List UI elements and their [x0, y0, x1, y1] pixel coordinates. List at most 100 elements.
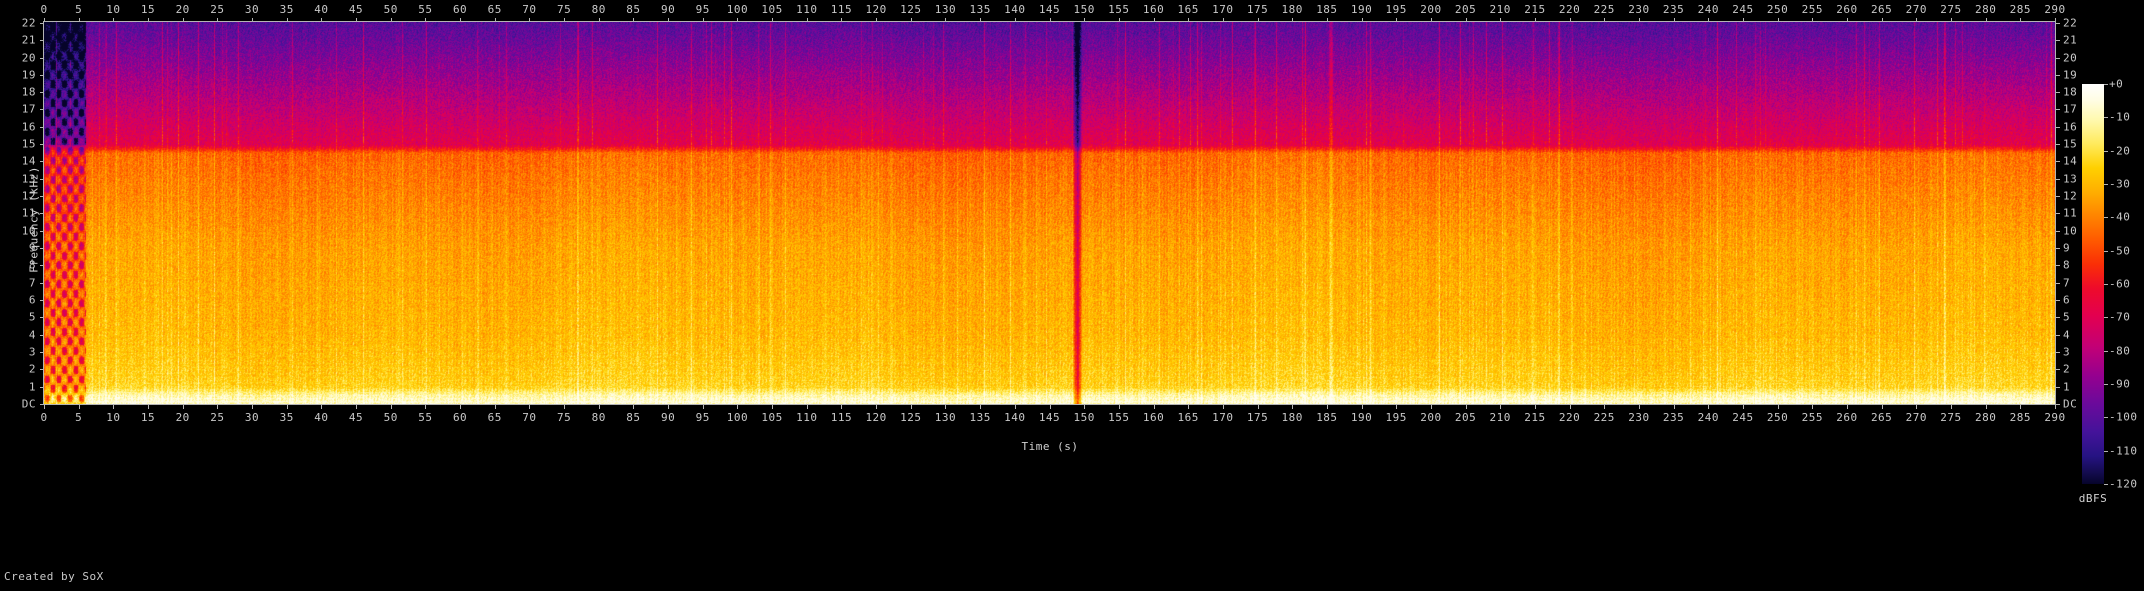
x-tick-label: 240 [1697, 3, 1719, 16]
x-tick [841, 405, 843, 409]
footer-credit: Created by SoX [4, 570, 104, 583]
x-tick [113, 405, 115, 409]
y-tick-label: 8 [2063, 258, 2071, 272]
x-tick-label: 215 [1524, 3, 1546, 16]
x-tick [668, 18, 670, 22]
x-tick [737, 18, 739, 22]
x-tick-label: 125 [900, 411, 922, 424]
x-tick [1153, 405, 1155, 409]
colorbar-tick-label: -20 [2109, 144, 2131, 158]
x-tick-label: 270 [1905, 3, 1927, 16]
x-tick [217, 405, 219, 409]
x-tick [1500, 405, 1502, 409]
y-tick [2056, 92, 2060, 94]
x-tick [910, 405, 912, 409]
x-axis-title: Time (s) [1021, 440, 1079, 453]
y-tick [2056, 404, 2060, 405]
x-tick-label: 145 [1038, 3, 1061, 16]
x-tick-label: 160 [1142, 3, 1165, 16]
x-tick-label: 20 [175, 411, 190, 424]
x-tick-label: 35 [279, 3, 294, 16]
x-tick-label: 240 [1697, 411, 1719, 424]
x-tick [460, 18, 462, 22]
x-tick-label: 85 [626, 3, 641, 16]
y-tick-label: 20 [21, 51, 36, 64]
x-tick [702, 405, 704, 409]
x-tick [1222, 405, 1224, 409]
x-tick [668, 405, 670, 409]
x-tick [1188, 18, 1190, 22]
x-tick-label: 190 [1350, 411, 1373, 424]
spectrogram-image [44, 22, 2055, 404]
x-tick [1638, 405, 1640, 409]
colorbar-tick-label: -30 [2109, 177, 2131, 191]
x-tick-label: 20 [175, 3, 190, 16]
y-tick [2056, 40, 2060, 42]
x-tick [44, 18, 45, 22]
y-tick-label: 3 [28, 345, 36, 359]
x-tick [529, 405, 531, 409]
x-tick-label: 100 [726, 411, 749, 424]
x-tick [1812, 18, 1814, 22]
x-tick-label: 50 [383, 3, 398, 16]
x-tick [2055, 405, 2056, 409]
x-tick-label: 175 [1246, 411, 1269, 424]
y-tick-label: 14 [21, 154, 36, 168]
x-tick [1084, 405, 1086, 409]
colorbar-tick-label: -80 [2109, 344, 2131, 358]
x-tick [494, 405, 496, 409]
x-tick [564, 405, 566, 409]
colorbar-tick-label: -70 [2109, 310, 2131, 324]
x-tick [286, 405, 288, 409]
x-tick [321, 405, 323, 409]
x-tick [78, 405, 80, 409]
y-tick-label: 19 [2063, 68, 2078, 82]
x-tick [1361, 405, 1363, 409]
y-tick-label: 1 [2063, 380, 2071, 394]
x-tick-label: 110 [796, 411, 818, 424]
y-tick [2056, 22, 2060, 24]
x-tick [1430, 405, 1432, 409]
y-tick [40, 386, 44, 388]
y-tick-label: 4 [2063, 328, 2071, 342]
x-tick-label: 120 [865, 411, 887, 424]
colorbar-tick-label: -60 [2109, 277, 2131, 291]
spectrogram-plot-area [44, 22, 2055, 404]
y-tick-label: 17 [21, 102, 36, 116]
y-tick-label: 10 [2063, 224, 2078, 238]
colorbar-tick [2104, 484, 2108, 485]
x-tick [702, 18, 704, 22]
x-tick [1292, 18, 1294, 22]
x-tick [1708, 405, 1710, 409]
x-tick-label: 200 [1420, 3, 1442, 16]
colorbar-tick [2104, 450, 2108, 452]
x-tick [945, 18, 947, 22]
y-tick-label: DC [21, 397, 36, 411]
x-tick-label: 275 [1940, 3, 1962, 16]
x-tick [1118, 18, 1120, 22]
x-tick [78, 18, 80, 22]
y-tick [40, 404, 44, 405]
y-tick-label: 6 [28, 293, 36, 307]
x-tick-label: 190 [1350, 3, 1373, 16]
x-tick-label: 75 [556, 411, 572, 424]
y-tick [2056, 317, 2060, 319]
x-tick-label: 165 [1177, 3, 1199, 16]
x-tick [1396, 18, 1398, 22]
x-tick-label: 290 [2044, 411, 2066, 424]
x-tick-label: 30 [244, 411, 260, 424]
x-tick-label: 285 [2009, 411, 2031, 424]
x-tick [1257, 18, 1259, 22]
colorbar-title: dBFS [2078, 492, 2108, 505]
colorbar-tick-label: -10 [2109, 110, 2131, 124]
x-tick-label: 95 [695, 3, 710, 16]
x-tick-label: 65 [487, 3, 502, 16]
x-tick [1257, 405, 1259, 409]
y-axis-line-right [2055, 21, 2056, 405]
x-tick [1673, 405, 1675, 409]
x-tick-label: 265 [1870, 411, 1893, 424]
x-tick [1742, 18, 1744, 22]
x-tick [1604, 405, 1606, 409]
x-tick-label: 150 [1073, 3, 1095, 16]
y-tick [40, 352, 44, 354]
